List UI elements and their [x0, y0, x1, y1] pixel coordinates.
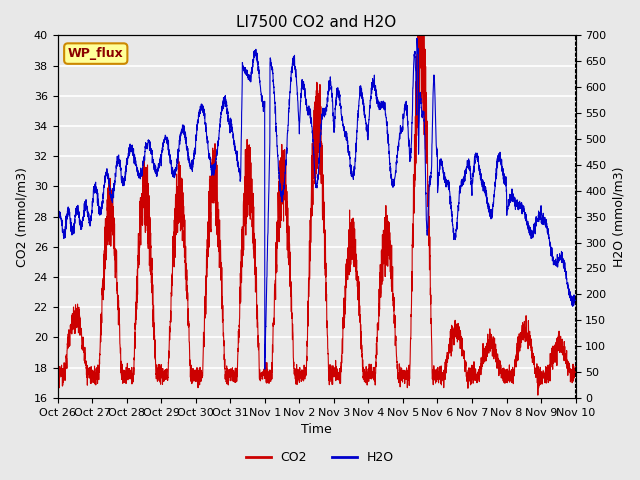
- Y-axis label: H2O (mmol/m3): H2O (mmol/m3): [612, 167, 625, 267]
- Legend: CO2, H2O: CO2, H2O: [241, 446, 399, 469]
- Title: LI7500 CO2 and H2O: LI7500 CO2 and H2O: [236, 15, 397, 30]
- Text: WP_flux: WP_flux: [68, 47, 124, 60]
- Y-axis label: CO2 (mmol/m3): CO2 (mmol/m3): [15, 167, 28, 266]
- X-axis label: Time: Time: [301, 423, 332, 436]
